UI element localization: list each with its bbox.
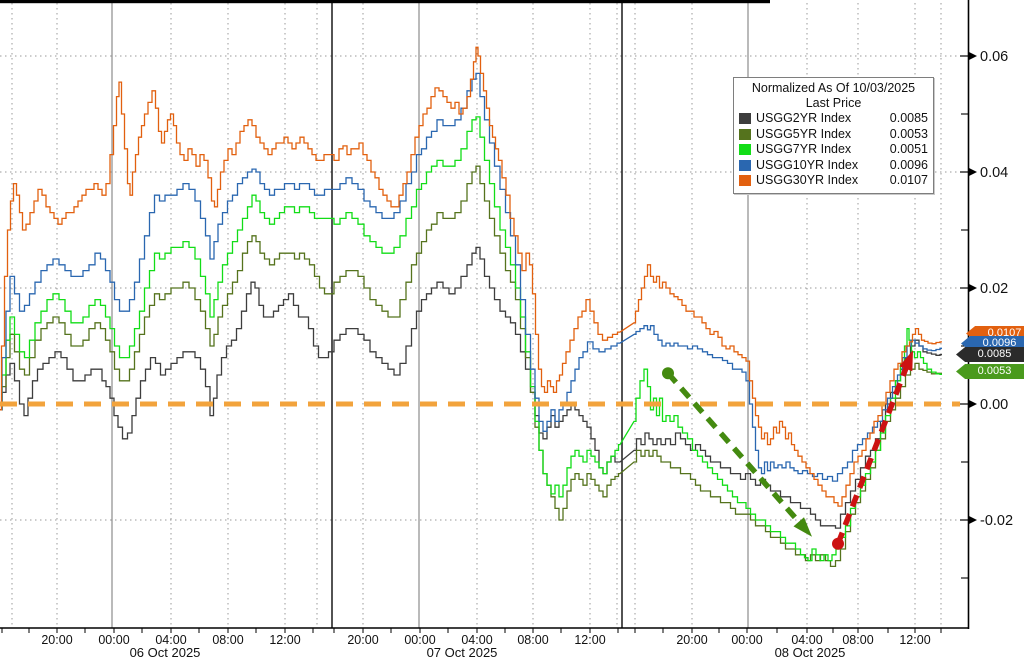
- y-axis-label: 0.04: [980, 165, 1008, 181]
- legend-series-value: 0.0053: [889, 126, 928, 141]
- legend-row: USGG5YR Index 0.0053: [739, 127, 928, 143]
- x-axis-time-label: 12:00: [269, 633, 300, 647]
- legend-series-value: 0.0096: [889, 157, 928, 172]
- y-axis-tick-arrow-icon: [969, 52, 977, 60]
- x-axis-time-label: 00:00: [731, 633, 762, 647]
- legend-swatch-icon: [739, 175, 751, 187]
- series-line-USGG5YR: [0, 165, 942, 568]
- down-trend-arrow-origin-dot: [662, 367, 674, 380]
- legend-swatch-icon: [739, 144, 751, 156]
- y-axis-label: 0.06: [980, 49, 1008, 65]
- x-axis-time-label: 20:00: [676, 633, 707, 647]
- series-line-USGG10YR: [0, 72, 942, 482]
- x-axis-time-label: 04:00: [791, 633, 822, 647]
- legend-series-value: 0.0085: [889, 111, 928, 126]
- legend-row: USGG2YR Index 0.0085: [739, 111, 928, 127]
- legend-subtitle: Last Price: [805, 96, 862, 110]
- legend-series-value: 0.0051: [889, 142, 928, 157]
- series-line-USGG30YR: [0, 46, 942, 507]
- up-trend-arrow-origin-dot: [832, 537, 844, 550]
- up-trend-arrow-shaft: [835, 362, 911, 545]
- series-line-USGG7YR: [0, 116, 942, 562]
- x-axis-time-label: 08:00: [842, 633, 873, 647]
- y-axis-label: 0.02: [980, 281, 1008, 297]
- x-axis-date-label: 06 Oct 2025: [130, 645, 201, 660]
- x-axis-date-label: 07 Oct 2025: [427, 645, 498, 660]
- legend-rows: USGG2YR Index 0.0085 USGG5YR Index 0.0053 US…: [739, 111, 928, 189]
- legend-swatch-icon: [739, 128, 751, 140]
- price-badge: 0.0053: [956, 364, 1024, 379]
- x-axis-time-label: 00:00: [404, 633, 435, 647]
- x-axis-time-label: 12:00: [899, 633, 930, 647]
- legend-row: USGG10YR Index 0.0096: [739, 158, 928, 174]
- series-line-USGG2YR: [0, 246, 942, 529]
- x-axis-date-label: 08 Oct 2025: [775, 645, 846, 660]
- price-badge: 0.0085: [956, 347, 1024, 362]
- down-trend-arrow-head: [793, 517, 812, 537]
- y-axis-tick-arrow-icon: [969, 400, 977, 408]
- x-axis-time-label: 04:00: [155, 633, 186, 647]
- legend-row: USGG7YR Index 0.0051: [739, 142, 928, 158]
- y-axis-tick-arrow-icon: [969, 168, 977, 176]
- x-axis-time-label: 08:00: [517, 633, 548, 647]
- legend-series-name: USGG5YR Index: [756, 126, 852, 141]
- x-axis-time-label: 20:00: [41, 633, 72, 647]
- legend-swatch-icon: [739, 113, 751, 125]
- x-axis-time-label: 04:00: [461, 633, 492, 647]
- down-trend-arrow-shaft: [665, 371, 805, 529]
- legend-swatch-icon: [739, 159, 751, 171]
- y-axis-label: 0.00: [980, 397, 1008, 413]
- y-axis-label: -0.02: [980, 513, 1013, 529]
- legend-box: Normalized As Of 10/03/2025 Last Price U…: [733, 77, 934, 194]
- y-axis-tick-arrow-icon: [969, 284, 977, 292]
- legend-series-name: USGG10YR Index: [756, 157, 859, 172]
- x-axis-time-label: 12:00: [574, 633, 605, 647]
- legend-series-value: 0.0107: [889, 173, 928, 188]
- up-trend-arrow-head: [899, 350, 913, 372]
- legend-title: Normalized As Of 10/03/2025: [751, 81, 916, 95]
- x-axis-time-label: 08:00: [212, 633, 243, 647]
- top-axis-bar: [0, 0, 770, 4]
- y-axis-tick-arrow-icon: [969, 516, 977, 524]
- legend-series-name: USGG2YR Index: [756, 111, 852, 126]
- x-axis-time-label: 00:00: [98, 633, 129, 647]
- x-axis-time-label: 20:00: [347, 633, 378, 647]
- legend-row: USGG30YR Index 0.0107: [739, 173, 928, 189]
- legend-series-name: USGG30YR Index: [756, 173, 859, 188]
- legend-series-name: USGG7YR Index: [756, 142, 852, 157]
